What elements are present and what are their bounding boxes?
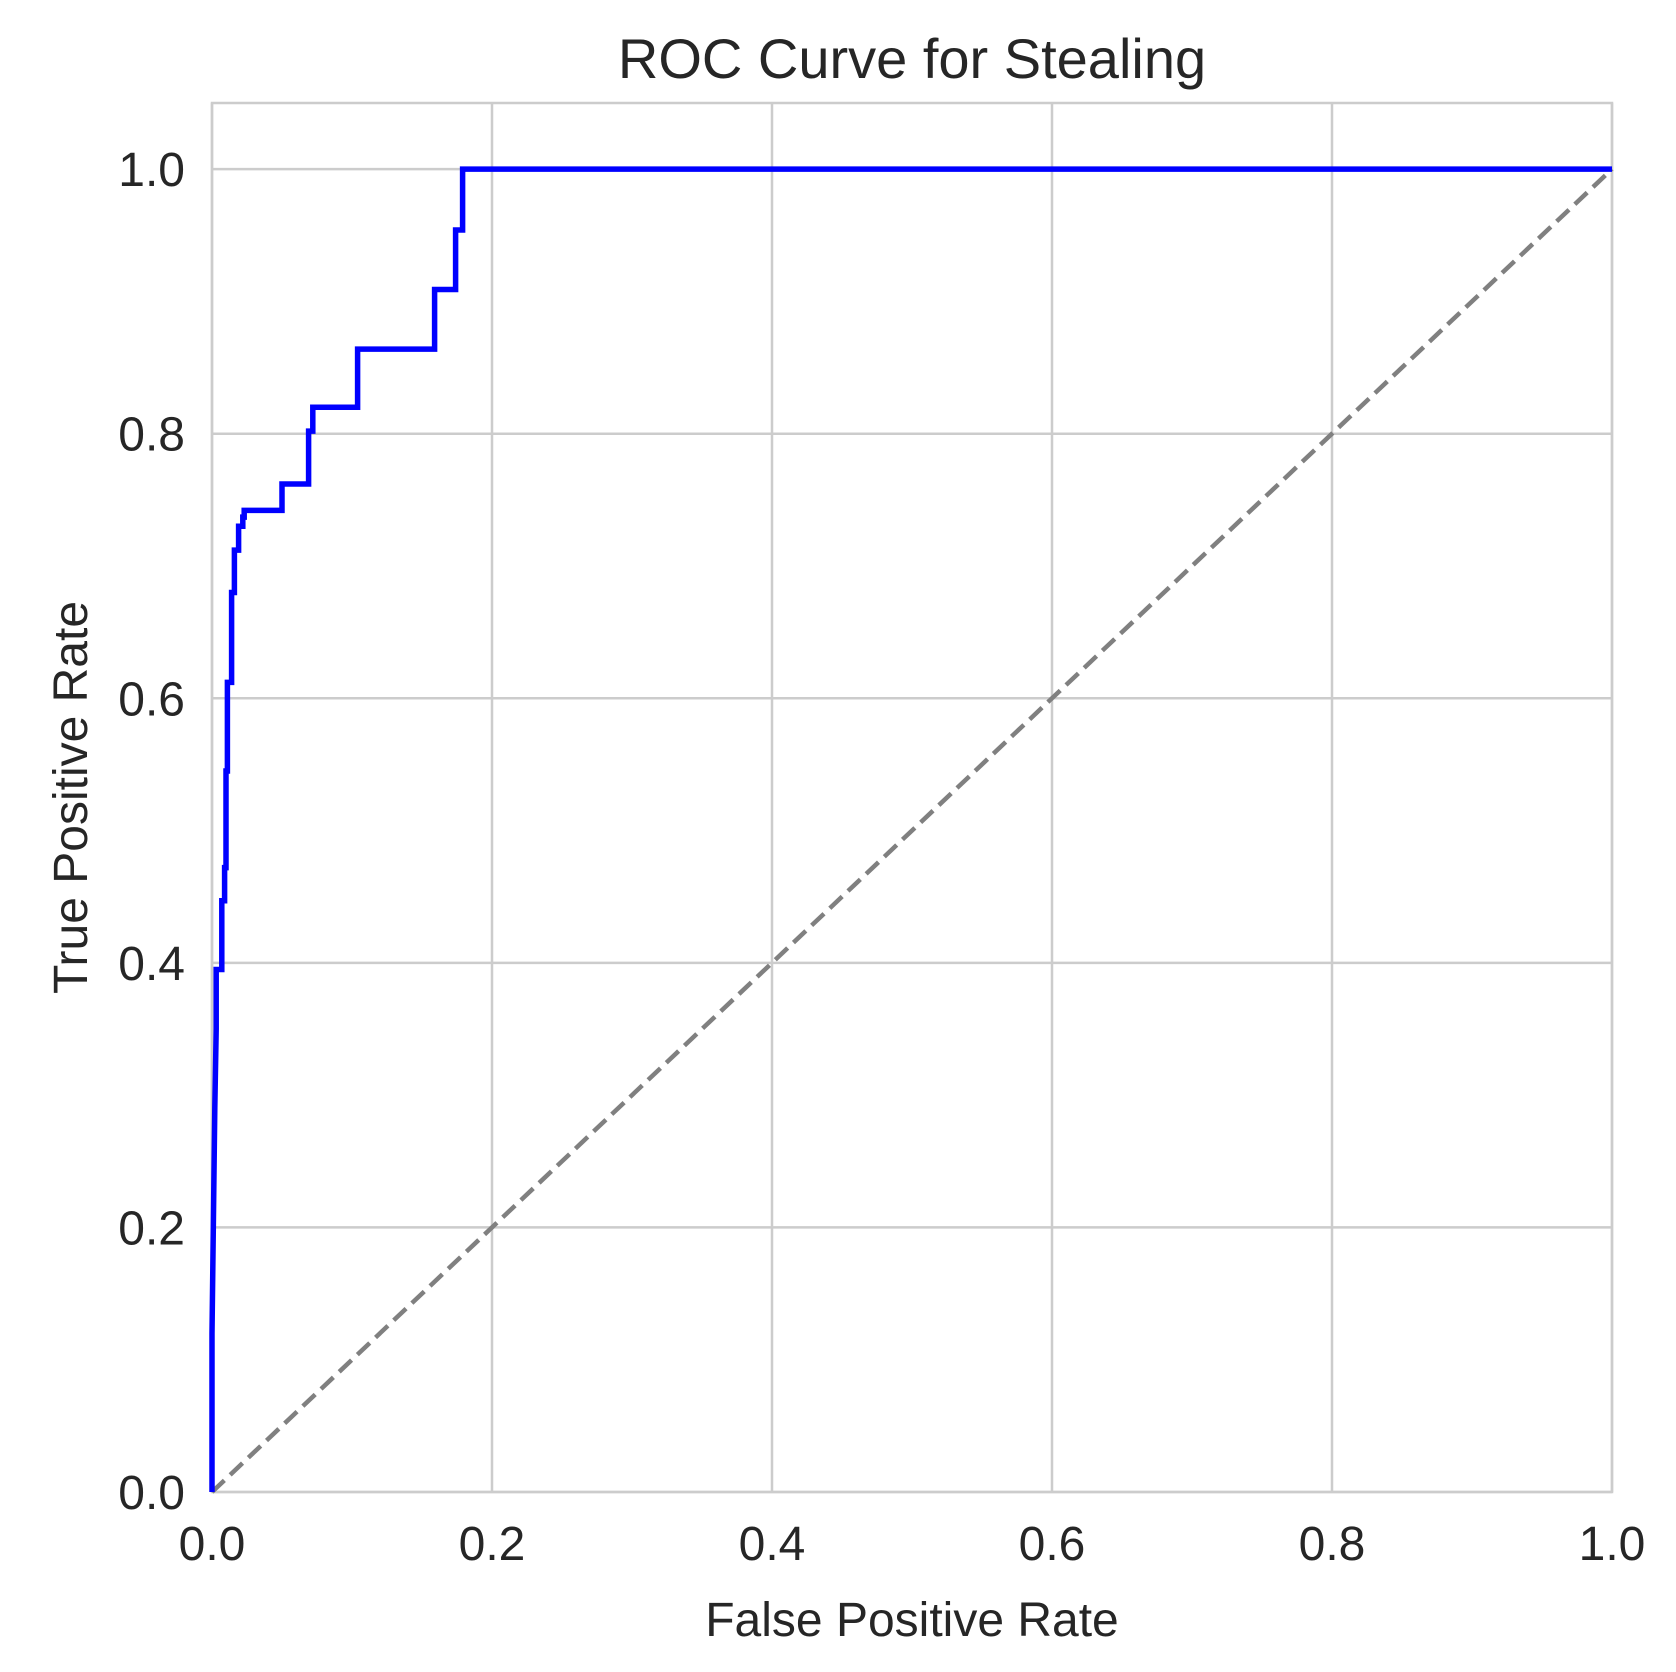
chart-title: ROC Curve for Stealing [618, 27, 1206, 90]
x-tick-label: 0.8 [1299, 1518, 1366, 1571]
y-tick-labels: 0.0 0.2 0.4 0.6 0.8 1.0 [118, 144, 185, 1520]
x-tick-label: 0.4 [739, 1518, 806, 1571]
plot-frame [210, 101, 1614, 1494]
x-tick-label: 1.0 [1579, 1518, 1646, 1571]
chance-diagonal-line [210, 167, 1614, 1494]
x-tick-label: 0.0 [179, 1518, 246, 1571]
y-tick-label: 0.2 [118, 1202, 185, 1255]
y-tick-label: 1.0 [118, 144, 185, 197]
x-axis-label: False Positive Rate [705, 1594, 1119, 1647]
y-tick-label: 0.6 [118, 673, 185, 726]
x-tick-label: 0.2 [459, 1518, 526, 1571]
y-tick-label: 0.8 [118, 409, 185, 462]
x-tick-label: 0.6 [1019, 1518, 1086, 1571]
series-layer [209, 166, 1614, 1494]
y-tick-label: 0.4 [118, 938, 185, 991]
y-tick-label: 0.0 [118, 1467, 185, 1520]
x-tick-labels: 0.0 0.2 0.4 0.6 0.8 1.0 [179, 1518, 1646, 1571]
roc-curve-line [209, 166, 1612, 1492]
y-axis-label: True Positive Rate [45, 601, 98, 994]
